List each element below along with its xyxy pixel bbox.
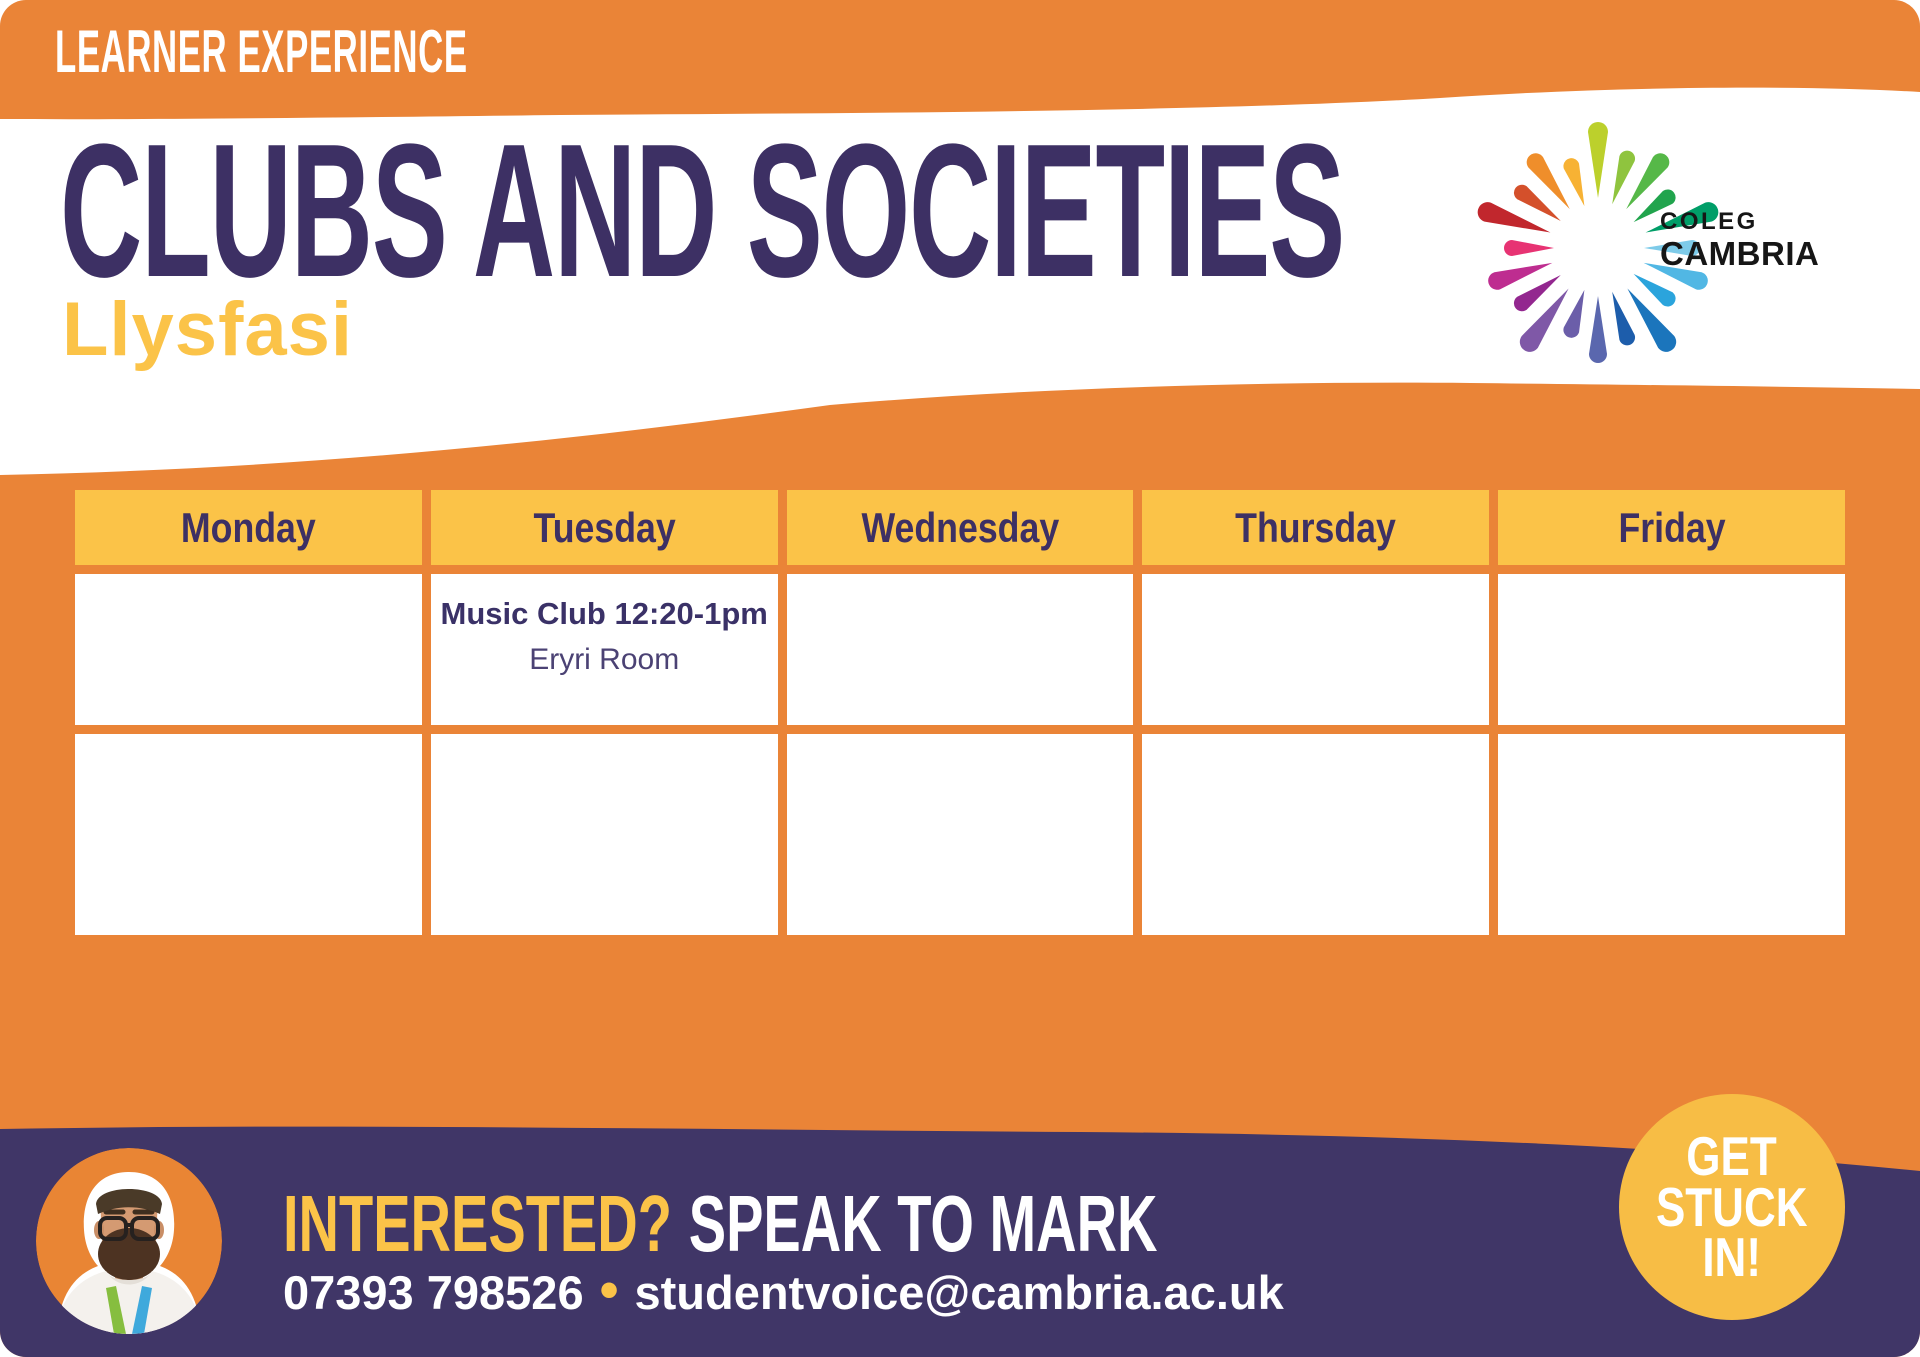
event-title: Music Club 12:20-1pm [440,596,768,631]
weekly-schedule-table: Monday Tuesday Wednesday Thursday Friday… [75,490,1845,935]
schedule-cell-tuesday-row2 [430,734,778,935]
day-label: Monday [180,503,316,551]
day-header-tuesday: Tuesday [430,490,778,565]
get-stuck-in-badge: GET STUCK IN! [1619,1094,1845,1320]
logo-line-coleg: COLEG [1660,208,1758,235]
schedule-cell-tuesday-row1: Music Club 12:20-1pm Eryri Room [430,574,778,725]
bullet-separator: • [599,1260,619,1321]
badge-line: GET [1686,1125,1778,1188]
coleg-cambria-wordmark: COLEG CAMBRIA [1660,208,1820,272]
cta-line: INTERESTED? SPEAK TO MARK [283,1184,1157,1264]
schedule-cell-wednesday-row2 [786,734,1134,935]
campus-subtitle: Llysfasi [62,287,354,372]
day-label: Wednesday [861,503,1059,551]
schedule-cell-thursday-row1 [1142,574,1490,725]
schedule-cell-monday-row1 [75,574,422,725]
schedule-cell-monday-row2 [75,734,422,935]
event-location: Eryri Room [529,642,680,676]
badge-line: IN! [1702,1226,1762,1289]
day-header-thursday: Thursday [1142,490,1490,565]
email-address: studentvoice@cambria.ac.uk [634,1266,1284,1319]
day-label: Tuesday [533,503,676,551]
mark-photo-avatar [36,1148,222,1334]
cta-speak-to-mark: SPEAK TO MARK [688,1179,1158,1268]
page-title: CLUBS AND SOCIETIES [60,105,1345,317]
cta-interested: INTERESTED? [283,1179,672,1268]
day-label: Friday [1618,503,1726,551]
badge-line: STUCK [1656,1175,1808,1238]
schedule-cell-thursday-row2 [1142,734,1490,935]
day-header-friday: Friday [1498,490,1845,565]
day-header-wednesday: Wednesday [786,490,1134,565]
day-label: Thursday [1235,503,1397,551]
schedule-cell-wednesday-row1 [786,574,1134,725]
coleg-cambria-logo-icon [1477,122,1719,363]
phone-number: 07393 798526 [283,1266,584,1319]
logo-line-cambria: CAMBRIA [1660,235,1820,272]
contact-line: 07393 798526 • studentvoice@cambria.ac.u… [283,1260,1284,1321]
schedule-cell-friday-row1 [1498,574,1845,725]
day-header-monday: Monday [75,490,422,565]
learner-experience-kicker: LEARNER EXPERIENCE [55,18,468,85]
schedule-cell-friday-row2 [1498,734,1845,935]
